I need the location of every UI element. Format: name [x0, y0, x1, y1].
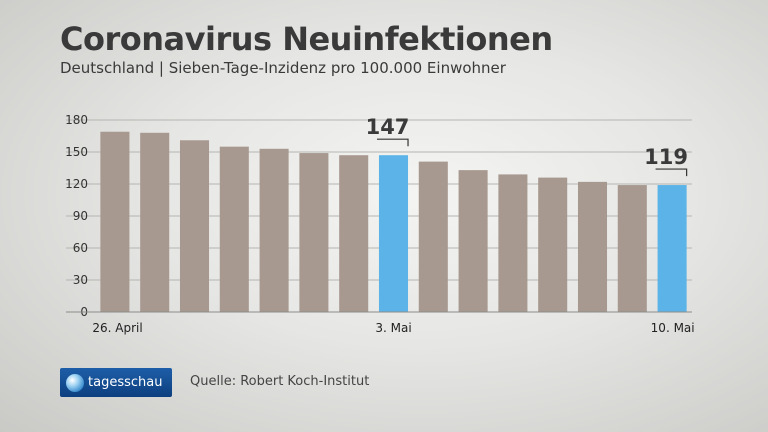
source-note: Quelle: Robert Koch-Institut [190, 374, 370, 389]
tagesschau-globe-icon [66, 373, 84, 392]
callout-bracket [655, 168, 688, 177]
bar [657, 185, 687, 312]
y-tick-label: 150 [65, 145, 88, 159]
bar [617, 185, 647, 312]
logo-text: tagesschau [88, 375, 163, 390]
chart-subtitle: Deutschland | Sieben-Tage-Inzidenz pro 1… [60, 59, 506, 77]
bar [179, 140, 210, 312]
bar [100, 131, 130, 312]
bar [458, 170, 488, 312]
bar [339, 155, 369, 312]
chart-title: Coronavirus Neuinfektionen [60, 20, 553, 58]
callout-value: 119 [644, 145, 688, 169]
y-tick-label: 180 [65, 113, 88, 127]
bar [299, 153, 329, 312]
bar [418, 161, 448, 312]
bar [259, 148, 289, 312]
x-tick-label: 26. April [92, 321, 142, 335]
x-tick-label: 10. Mai [651, 321, 695, 335]
bar [378, 155, 409, 312]
x-tick-label: 3. Mai [375, 321, 411, 335]
y-tick-label: 60 [73, 241, 88, 255]
bar [538, 177, 568, 312]
bar [219, 146, 249, 312]
y-tick-label: 90 [73, 209, 88, 223]
tagesschau-logo: tagesschau [60, 368, 172, 397]
y-tick-label: 120 [65, 177, 88, 191]
callout-bracket [376, 138, 409, 147]
callout-value: 147 [366, 115, 410, 139]
bar [498, 174, 528, 312]
y-tick-label: 30 [73, 273, 88, 287]
bar [577, 181, 608, 312]
bar [140, 132, 170, 312]
